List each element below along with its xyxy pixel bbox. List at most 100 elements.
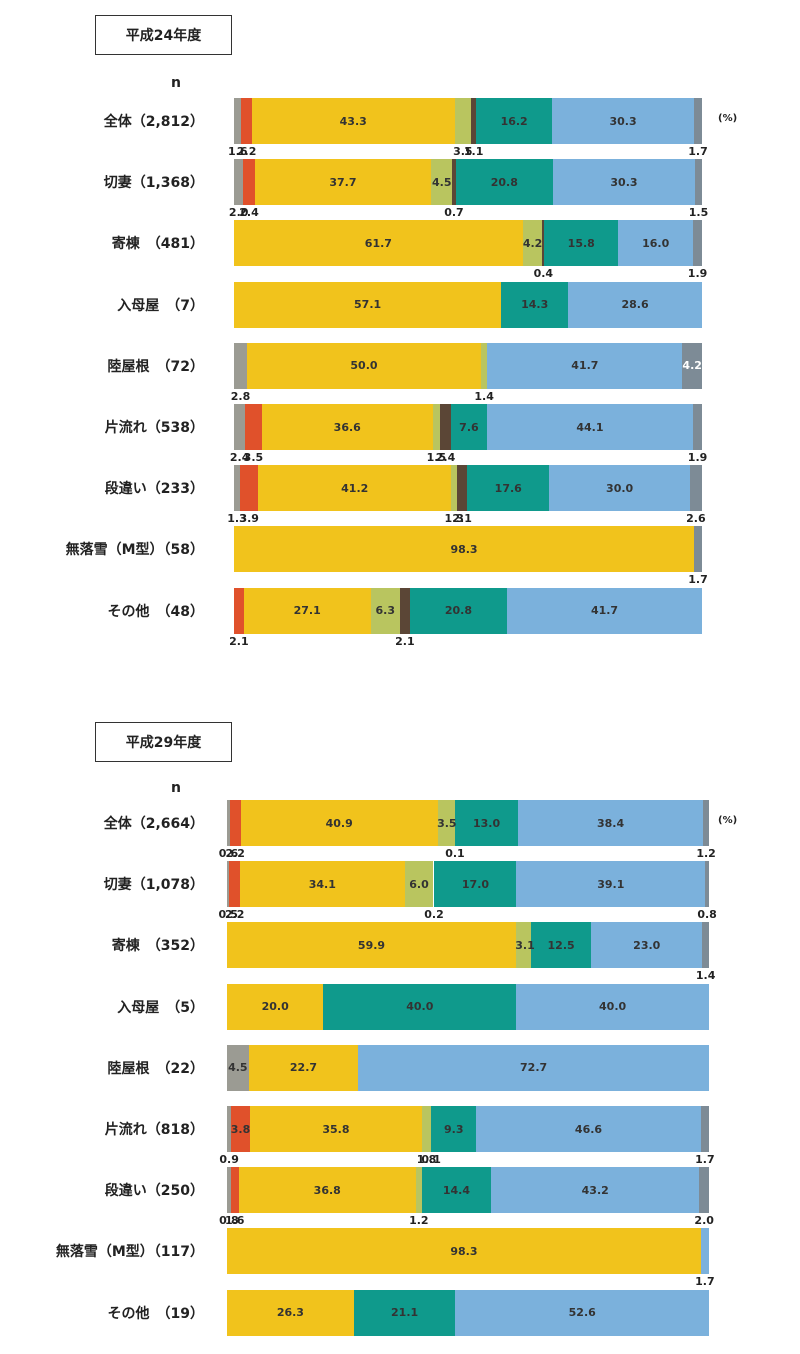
bar-segment bbox=[234, 526, 695, 573]
row-label: 全体（2,664） bbox=[103, 816, 204, 832]
bar-segment bbox=[431, 1106, 477, 1152]
bar-segment bbox=[240, 800, 438, 846]
unit-label: (%) bbox=[718, 113, 738, 124]
data-label-below: 1.3 bbox=[444, 512, 464, 526]
bar-segment bbox=[227, 1167, 231, 1214]
data-label: 6.0 bbox=[409, 877, 429, 891]
bar-segment bbox=[480, 342, 488, 389]
row-label: その他 （48） bbox=[107, 603, 204, 620]
stacked-bar: 40.9 3.5 13.0 38.4 bbox=[227, 800, 709, 846]
data-label-below: 2.4 bbox=[229, 451, 250, 464]
stacked-bar: 61.7 4.2 15.8 16.0 bbox=[234, 220, 702, 267]
row-label: 切妻（1,368） bbox=[103, 175, 204, 192]
row-label: その他 （19） bbox=[107, 1305, 204, 1322]
row-label: 片流れ（538） bbox=[104, 420, 204, 436]
data-label: 21.1 bbox=[391, 1306, 419, 1320]
data-label: 12.5 bbox=[547, 938, 575, 952]
bar-segment bbox=[234, 465, 241, 512]
bar-segment bbox=[399, 587, 410, 634]
bar-segment bbox=[549, 465, 690, 512]
data-label-below: 0.1 bbox=[445, 847, 465, 860]
bar-segment bbox=[507, 587, 702, 634]
data-label-below: 3.5 bbox=[243, 451, 264, 464]
bar-segment bbox=[700, 1228, 709, 1275]
data-label-below: 2.1 bbox=[395, 634, 415, 648]
bar-segment bbox=[227, 1289, 354, 1336]
bar-segment bbox=[433, 861, 435, 908]
bar-segment bbox=[234, 159, 244, 206]
data-label: 17.6 bbox=[494, 481, 522, 495]
bar-segment bbox=[227, 800, 230, 846]
bar-segment bbox=[568, 281, 702, 328]
data-label: 4.5 bbox=[228, 1061, 248, 1075]
bar-segment bbox=[694, 98, 702, 144]
stacked-bar: 26.3 21.1 52.6 bbox=[227, 1289, 709, 1336]
data-label-below: 1.6 bbox=[224, 1214, 245, 1228]
bar-segment bbox=[700, 1106, 709, 1152]
bar-segment bbox=[258, 465, 452, 512]
bar-segment bbox=[552, 98, 695, 144]
stacked-bar: 37.7 4.5 20.8 30.3 bbox=[234, 159, 702, 206]
bar-segment bbox=[694, 526, 702, 573]
bar-segment bbox=[234, 98, 242, 144]
stacked-bar: 27.1 6.3 20.8 41.7 bbox=[234, 587, 702, 634]
data-label-below: 2.0 bbox=[694, 1214, 714, 1228]
data-label: 34.1 bbox=[308, 877, 336, 891]
data-label-below: 0.9 bbox=[219, 1153, 239, 1166]
data-label: 3.1 bbox=[515, 938, 535, 952]
data-label: 98.3 bbox=[450, 1244, 478, 1258]
bar-segment bbox=[241, 98, 252, 144]
bar-segment bbox=[234, 342, 248, 389]
data-label-below: 2.2 bbox=[224, 908, 245, 922]
bar-segment bbox=[245, 404, 262, 450]
data-label: 30.3 bbox=[610, 175, 638, 189]
data-label-below: 2.2 bbox=[225, 847, 245, 860]
bar-segment bbox=[249, 1106, 423, 1152]
data-label-below: 1.2 bbox=[409, 1214, 429, 1228]
row-label: 寄棟 （352） bbox=[111, 938, 204, 955]
bar-segment bbox=[431, 159, 453, 206]
bar-segment bbox=[454, 98, 472, 144]
bar-segment bbox=[491, 1167, 700, 1214]
bar-segment bbox=[227, 983, 324, 1030]
bar-segment bbox=[457, 465, 468, 512]
bar-segment bbox=[248, 1044, 359, 1091]
bar-segment bbox=[243, 159, 255, 206]
data-label-below: 0.7 bbox=[444, 206, 464, 220]
data-label: 6.3 bbox=[375, 604, 395, 618]
data-label-below: 1.8 bbox=[416, 1153, 437, 1166]
bar-segment bbox=[522, 220, 543, 267]
bar-segment bbox=[323, 983, 517, 1030]
data-label: 41.2 bbox=[341, 481, 369, 495]
data-label: 4.2 bbox=[522, 236, 543, 250]
bar-segment bbox=[705, 861, 709, 908]
data-label: 39.1 bbox=[597, 877, 625, 891]
row-label: 段違い（233） bbox=[104, 481, 204, 498]
data-label-below: 1.9 bbox=[687, 267, 708, 281]
data-label-below: 1.7 bbox=[695, 1275, 715, 1289]
bar-segment bbox=[243, 587, 371, 634]
data-label-below: 1.7 bbox=[688, 145, 708, 158]
bar-segment bbox=[471, 98, 477, 144]
bar-segment bbox=[501, 281, 569, 328]
row-label: 全体（2,812） bbox=[103, 114, 204, 130]
data-label: 50.0 bbox=[350, 359, 378, 373]
stacked-bar: 98.3 bbox=[234, 526, 702, 573]
bar-segment bbox=[618, 220, 694, 267]
bar-segment bbox=[591, 922, 703, 969]
bar-segment bbox=[451, 465, 458, 512]
bar-segment bbox=[486, 404, 694, 450]
row-label: 入母屋 （7） bbox=[117, 297, 204, 314]
stacked-bar: 41.2 17.6 30.0 bbox=[234, 465, 702, 512]
data-label: 17.0 bbox=[461, 877, 490, 891]
data-label-below: 0.5 bbox=[218, 908, 238, 922]
bar-segment bbox=[693, 220, 702, 267]
bar-segment bbox=[451, 404, 487, 450]
data-label: 26.3 bbox=[276, 1306, 304, 1320]
data-label-below: 2.8 bbox=[230, 389, 251, 403]
data-label-below: 2.1 bbox=[229, 634, 249, 648]
bar-segment bbox=[689, 465, 702, 512]
row-label: 無落雪（M型）（117） bbox=[55, 1244, 204, 1261]
stacked-bar: 3.8 35.8 9.3 46.6 bbox=[227, 1106, 709, 1152]
row-label: 陸屋根 （72） bbox=[107, 358, 204, 375]
